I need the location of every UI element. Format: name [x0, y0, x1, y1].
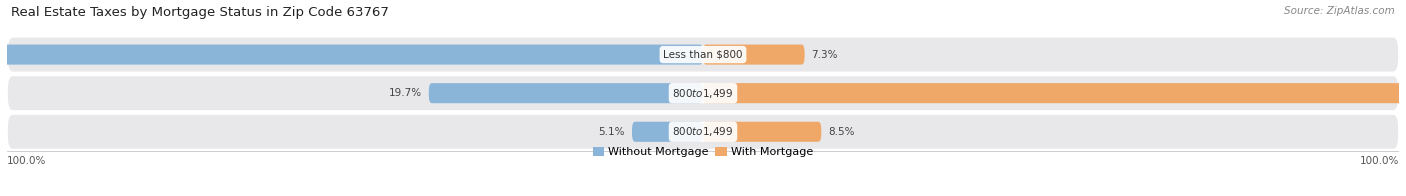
- FancyBboxPatch shape: [0, 44, 703, 65]
- Legend: Without Mortgage, With Mortgage: Without Mortgage, With Mortgage: [588, 142, 818, 162]
- Text: 100.0%: 100.0%: [7, 156, 46, 166]
- FancyBboxPatch shape: [703, 44, 804, 65]
- FancyBboxPatch shape: [8, 115, 1398, 149]
- FancyBboxPatch shape: [633, 122, 703, 142]
- Text: Less than $800: Less than $800: [664, 50, 742, 60]
- FancyBboxPatch shape: [703, 83, 1406, 103]
- Text: 8.5%: 8.5%: [828, 127, 855, 137]
- Text: 5.1%: 5.1%: [599, 127, 626, 137]
- FancyBboxPatch shape: [703, 122, 821, 142]
- Text: $800 to $1,499: $800 to $1,499: [672, 125, 734, 138]
- FancyBboxPatch shape: [429, 83, 703, 103]
- Text: 19.7%: 19.7%: [388, 88, 422, 98]
- Text: $800 to $1,499: $800 to $1,499: [672, 87, 734, 100]
- FancyBboxPatch shape: [8, 38, 1398, 72]
- Text: 100.0%: 100.0%: [1360, 156, 1399, 166]
- Text: Real Estate Taxes by Mortgage Status in Zip Code 63767: Real Estate Taxes by Mortgage Status in …: [11, 6, 389, 19]
- Text: Source: ZipAtlas.com: Source: ZipAtlas.com: [1284, 6, 1395, 16]
- Text: 7.3%: 7.3%: [811, 50, 838, 60]
- FancyBboxPatch shape: [8, 76, 1398, 110]
